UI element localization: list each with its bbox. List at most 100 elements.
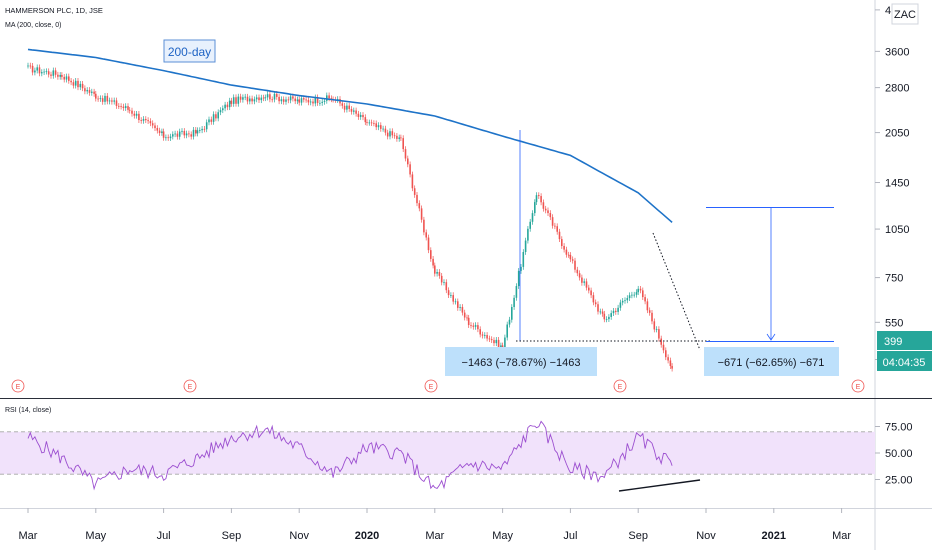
candle-body — [556, 226, 558, 232]
candle-body — [635, 292, 638, 295]
measure-1-label-box[interactable] — [445, 347, 597, 376]
candle-body — [447, 290, 450, 296]
time-axis-label: Sep — [628, 530, 648, 542]
trendline-dotted[interactable] — [652, 232, 701, 351]
candle-body — [409, 164, 411, 175]
candle-body — [427, 237, 430, 251]
candle-body — [181, 130, 183, 132]
candle-body — [506, 324, 508, 338]
candle-body — [583, 281, 585, 283]
candle-body — [400, 137, 402, 139]
candle-body — [79, 83, 82, 88]
candle-body — [626, 298, 629, 301]
candle-body — [413, 188, 416, 195]
candle-body — [457, 301, 459, 308]
candle-body — [154, 125, 156, 129]
candle-body — [538, 195, 540, 197]
candle-body — [162, 131, 165, 138]
candle-body — [443, 282, 445, 283]
ma-callout-box[interactable] — [163, 39, 216, 63]
candle-body — [280, 99, 283, 102]
candle-body — [29, 65, 32, 67]
candle-body — [440, 275, 443, 283]
candle-body — [364, 117, 367, 123]
earnings-icon: E — [856, 384, 861, 391]
ma-indicator-label: MA (200, close, 0) — [5, 22, 61, 29]
price-axis-label: 2800 — [885, 83, 909, 95]
candle-body — [276, 93, 278, 97]
last-price-badge[interactable] — [877, 331, 932, 350]
candle-body — [185, 133, 188, 136]
candle-body — [612, 310, 615, 314]
earnings-marker[interactable]: E — [424, 379, 438, 393]
time-axis-label: Nov — [289, 530, 309, 542]
candle-body — [353, 110, 355, 112]
earnings-marker[interactable]: E — [613, 379, 627, 393]
candle-body — [63, 76, 65, 80]
candle-body — [289, 96, 292, 101]
rsi-divergence-line[interactable] — [618, 479, 701, 492]
candle-body — [81, 83, 84, 89]
candle-body — [416, 194, 418, 204]
candle-body — [269, 94, 271, 100]
candle-body — [594, 302, 597, 305]
candle-body — [145, 119, 147, 121]
candle-body — [425, 232, 427, 238]
candle-body — [461, 306, 464, 313]
price-axis-label: 550 — [885, 317, 903, 329]
candle-body — [307, 99, 310, 103]
candle-body — [266, 94, 269, 98]
candle-body — [165, 137, 167, 139]
candle-body — [86, 90, 88, 92]
candle-body — [323, 100, 326, 102]
candle-body — [531, 213, 534, 222]
candle-body — [43, 71, 45, 73]
candle-body — [563, 246, 565, 250]
candle-body — [111, 100, 113, 102]
candles-group — [27, 62, 673, 372]
earnings-marker[interactable]: E — [851, 379, 865, 393]
measure-2-label-box[interactable] — [704, 347, 839, 376]
candle-body — [106, 95, 109, 102]
candle-body — [271, 99, 273, 101]
price-pane[interactable] — [0, 0, 875, 398]
candle-body — [97, 98, 99, 100]
candle-body — [38, 67, 41, 74]
candle-body — [219, 110, 222, 113]
candle-body — [232, 97, 235, 104]
candle-body — [77, 80, 79, 88]
candle-body — [382, 128, 384, 130]
candle-body — [36, 67, 38, 71]
candle-body — [578, 273, 581, 278]
currency-badge[interactable] — [891, 3, 919, 25]
countdown-label: 04:04:35 — [883, 357, 926, 369]
candle-body — [91, 91, 93, 93]
candle-body — [122, 106, 125, 108]
candle-body — [174, 133, 176, 135]
earnings-marker[interactable]: E — [183, 379, 197, 393]
countdown-badge[interactable] — [877, 351, 932, 371]
candle-body — [535, 195, 538, 203]
candle-body — [396, 135, 398, 139]
candle-body — [610, 313, 612, 317]
rsi-line[interactable] — [27, 420, 673, 491]
time-axis-label: May — [85, 530, 106, 542]
candle-body — [312, 101, 314, 104]
candle-body — [658, 329, 660, 339]
candle-body — [50, 74, 52, 76]
candle-body — [389, 131, 391, 137]
candle-body — [671, 366, 673, 369]
candle-body — [368, 122, 371, 124]
candle-body — [511, 307, 513, 320]
ma-200-line[interactable] — [27, 48, 673, 223]
candle-body — [192, 129, 195, 137]
rsi-axis-label: 75.00 — [885, 422, 913, 434]
earnings-marker[interactable]: E — [11, 379, 25, 393]
candle-body — [377, 125, 380, 128]
candle-body — [581, 277, 583, 283]
currency-label: ZAC — [894, 9, 916, 21]
candle-body — [407, 158, 409, 165]
candle-body — [74, 80, 77, 86]
candle-body — [343, 105, 346, 110]
